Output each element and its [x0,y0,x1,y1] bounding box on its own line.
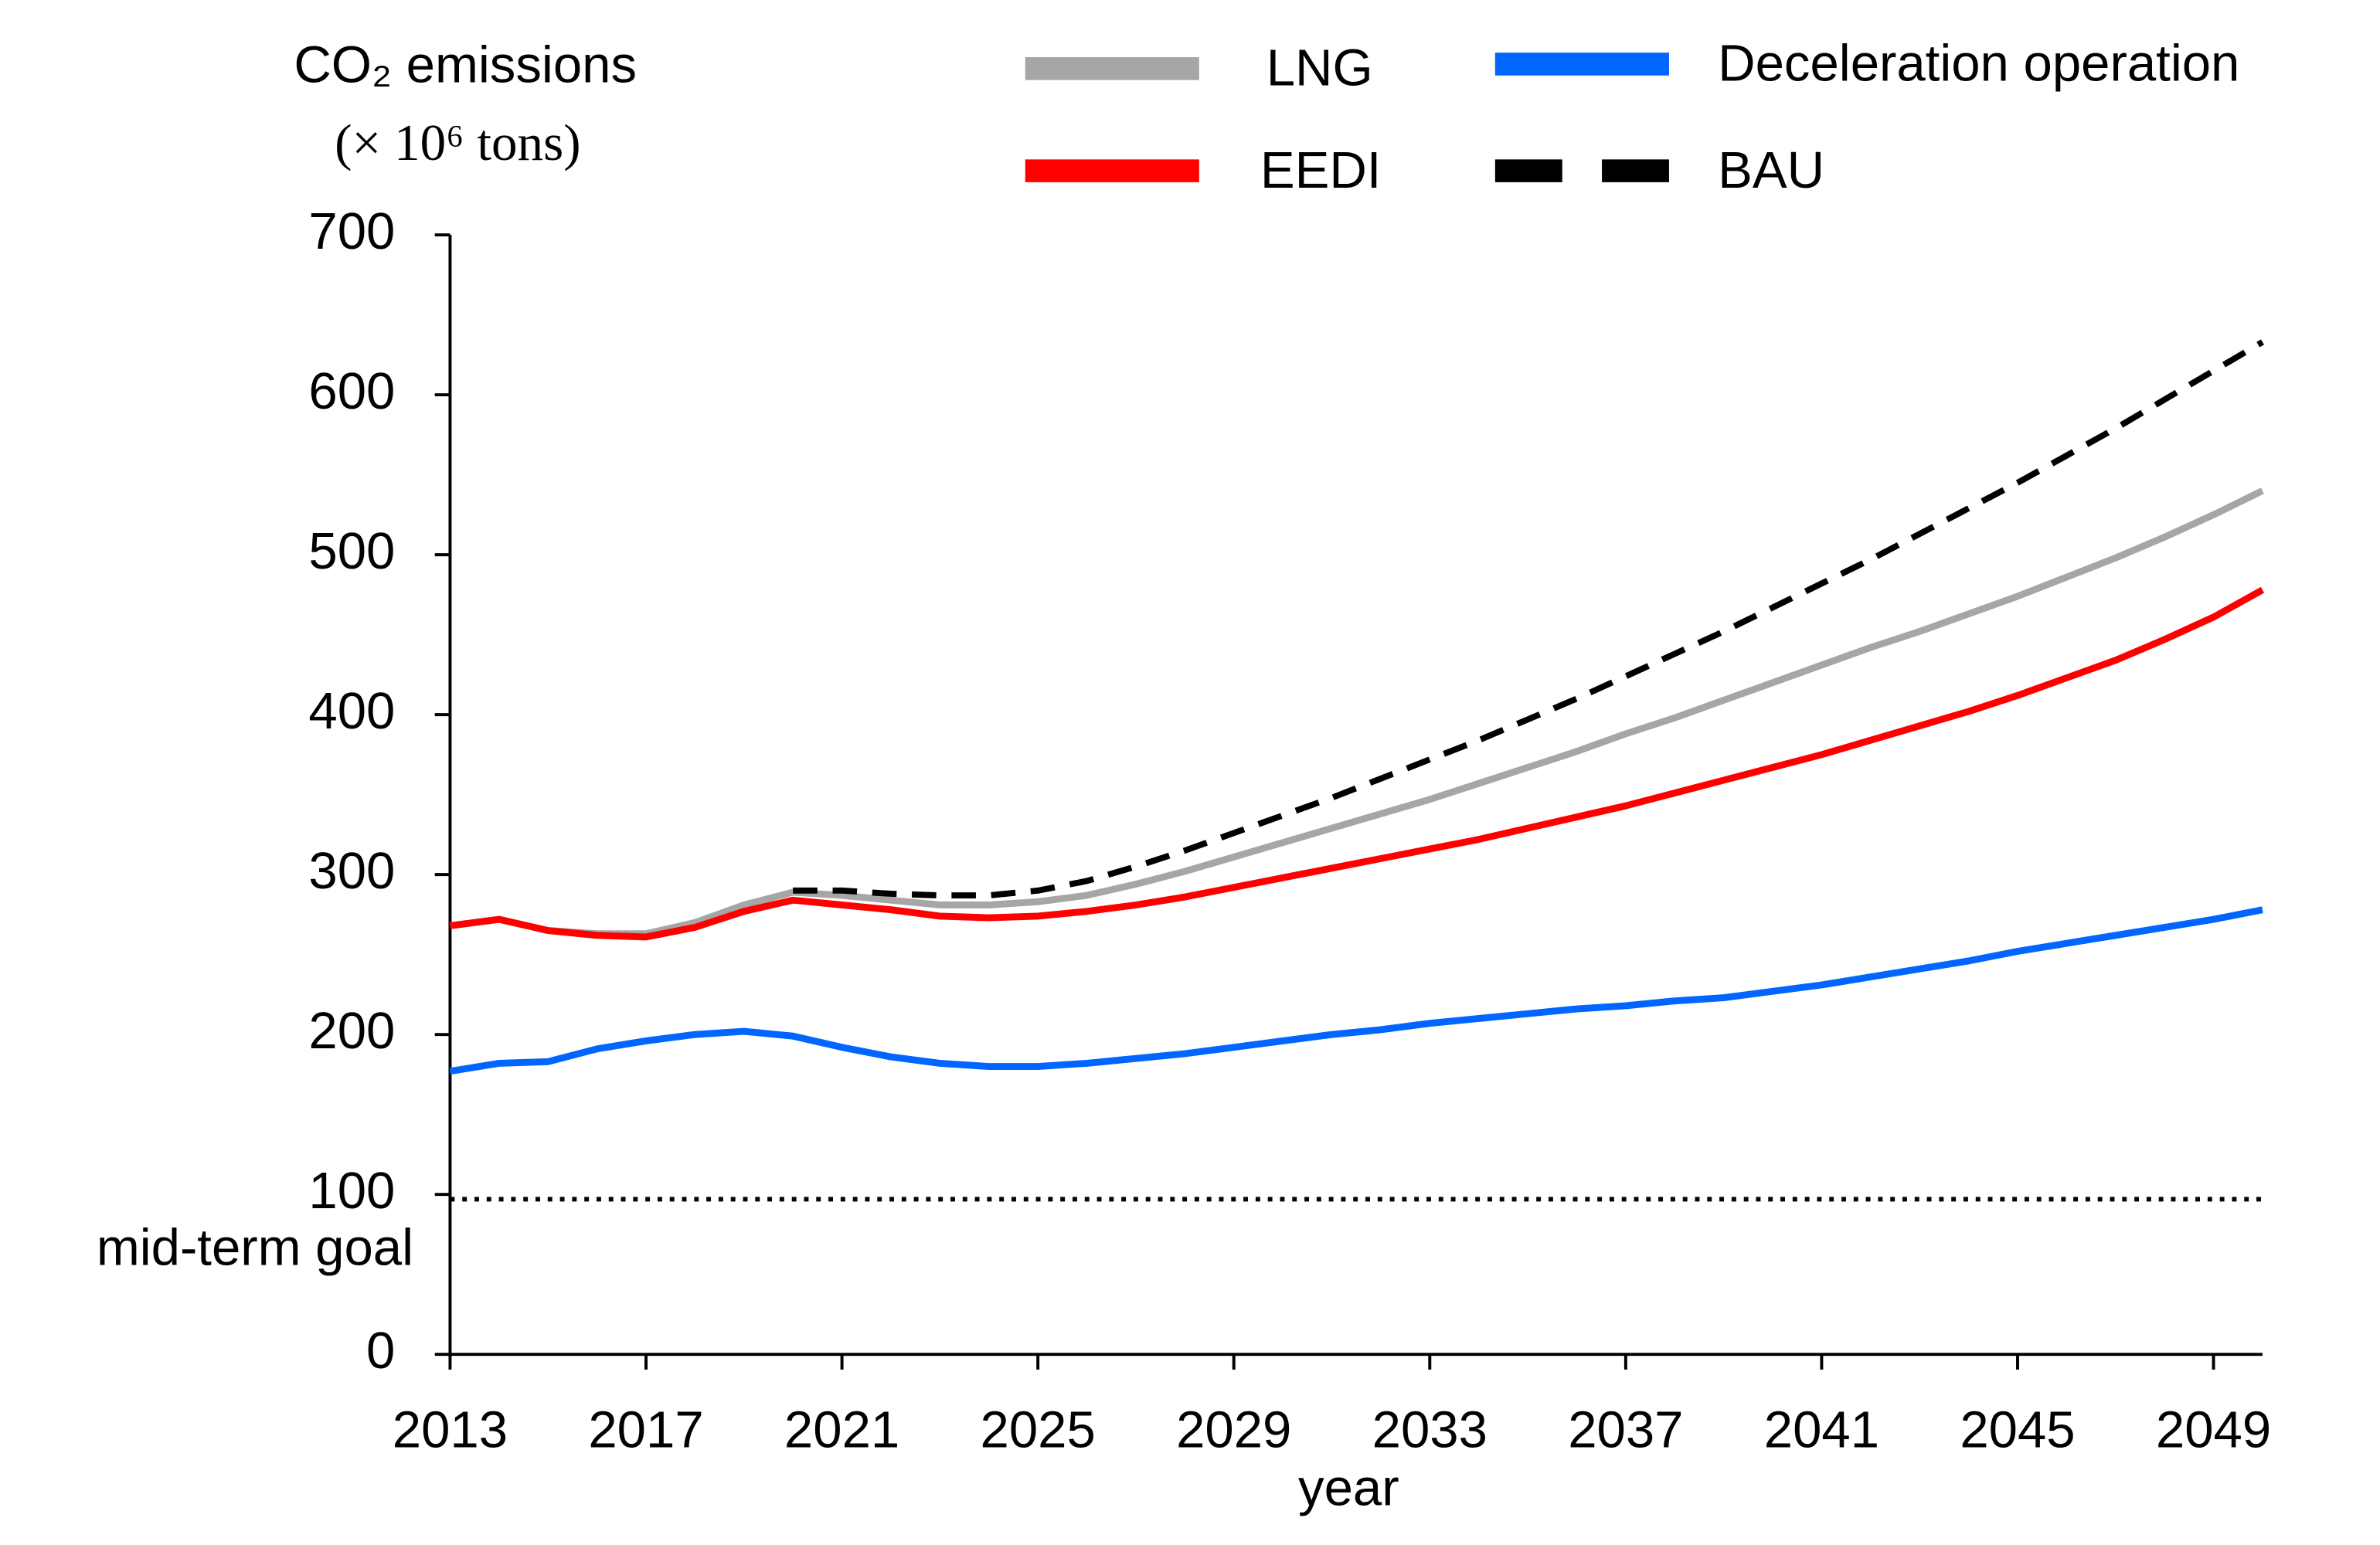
y-tick-label: 500 [308,522,395,580]
x-tick-label: 2021 [784,1401,899,1459]
legend-label: Deceleration operation [1718,35,2239,93]
series-line [449,487,2264,938]
legend-label: BAU [1718,141,1824,199]
series-line [449,586,2265,941]
y-tick-label: 400 [308,682,395,740]
y-tick-label: 200 [308,1002,395,1060]
y-tick-label: 100 [308,1162,395,1220]
y-axis-unit: (× 10⁶ tons) [335,114,580,171]
y-axis-label: CO₂ emissions [294,36,637,94]
x-tick-label: 2041 [1764,1401,1879,1459]
x-tick-label: 2037 [1568,1401,1683,1459]
legend-label: LNG [1266,39,1373,97]
y-tick-label: 300 [308,842,395,900]
x-axis-label: year [1298,1459,1399,1517]
x-tick-label: 2049 [2156,1401,2271,1459]
x-tick-label: 2017 [588,1401,703,1459]
reference-label: mid-term goal [97,1218,413,1276]
y-tick-label: 600 [308,362,395,420]
y-tick-label: 0 [366,1322,395,1380]
x-tick-label: 2045 [1960,1401,2075,1459]
x-tick-label: 2033 [1372,1401,1488,1459]
series-line [449,906,2263,1075]
x-tick-label: 2013 [393,1401,508,1459]
y-tick-label: 700 [308,202,395,260]
legend-label: EEDI [1260,141,1382,199]
x-tick-label: 2025 [981,1401,1096,1459]
series-line [793,339,2264,899]
x-tick-label: 2029 [1176,1401,1291,1459]
